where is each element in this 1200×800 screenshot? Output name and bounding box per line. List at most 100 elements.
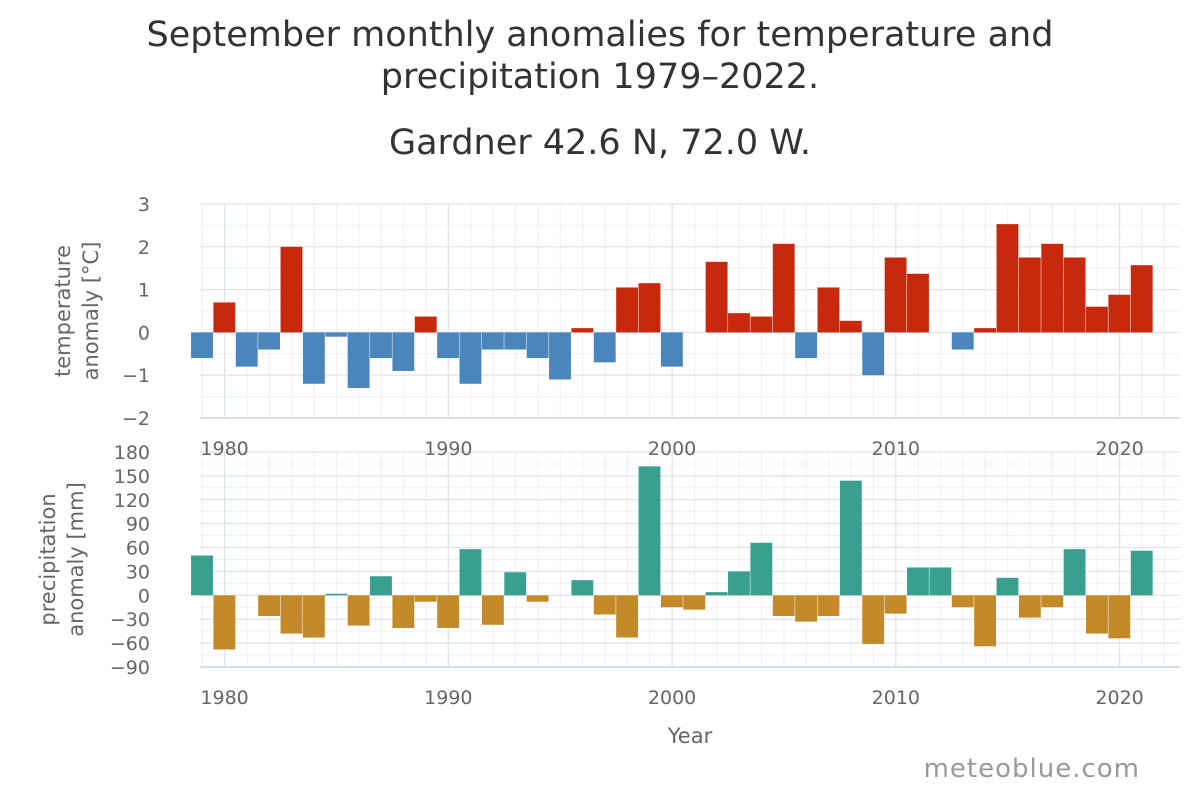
temperature-bar-1991: [459, 332, 482, 384]
precipitation-bar-2021: [1130, 550, 1153, 596]
temperature-bar-1998: [616, 287, 639, 333]
temperature-bar-2009: [862, 332, 885, 376]
y-tick-label: −2: [122, 408, 150, 430]
precipitation-bar-2010: [884, 595, 907, 614]
precipitation-bar-2009: [862, 595, 885, 644]
y-axis-title-line1: temperature: [51, 245, 75, 377]
chart-title-line2: precipitation 1979–2022.: [380, 57, 820, 97]
y-axis-title: precipitation anomaly [mm]: [36, 482, 88, 637]
y-tick-label: 150: [114, 466, 150, 488]
x-tick-label: 2020: [1095, 438, 1143, 460]
y-tick-label: 0: [138, 322, 150, 344]
chart-title-line1: September monthly anomalies for temperat…: [146, 15, 1054, 55]
temperature-bar-1992: [481, 332, 504, 350]
temperature-bar-2006: [795, 332, 818, 359]
y-tick-label: 180: [114, 442, 150, 464]
precipitation-bar-1980: [213, 595, 236, 650]
x-axis-title: Year: [667, 724, 713, 748]
x-tick-label: 2020: [1095, 687, 1143, 709]
y-axis-title-line2: anomaly [°C]: [79, 242, 103, 381]
temperature-bar-2010: [884, 257, 907, 333]
temperature-bar-2000: [660, 332, 683, 367]
x-tick-label: 2010: [872, 438, 920, 460]
precipitation-bar-1984: [302, 595, 325, 638]
precipitation-bar-1994: [526, 595, 549, 602]
precipitation-bar-2003: [728, 571, 750, 596]
precipitation-bar-2015: [996, 577, 1019, 596]
precipitation-bar-1985: [325, 593, 348, 596]
temperature-bar-2016: [1018, 257, 1041, 333]
temperature-bar-1990: [437, 332, 460, 359]
temperature-bar-2008: [839, 320, 862, 333]
precipitation-bar-1990: [437, 595, 460, 628]
precipitation-bar-1993: [504, 572, 527, 596]
temperature-bar-2004: [750, 316, 773, 333]
temperature-bar-1999: [638, 283, 661, 333]
x-tick-label: 1980: [200, 687, 248, 709]
temperature-bar-1982: [258, 332, 281, 350]
temperature-bar-2005: [772, 243, 795, 333]
axis-layer: [200, 417, 1180, 668]
precipitation-bar-2005: [772, 595, 795, 617]
temperature-bar-2011: [907, 273, 929, 333]
temperature-bar-1995: [549, 332, 571, 380]
precipitation-bar-1982: [258, 595, 281, 617]
precipitation-bar-1986: [347, 595, 370, 626]
precipitation-bar-2001: [683, 595, 706, 610]
temperature-bar-2018: [1063, 257, 1086, 333]
temperature-bar-1997: [593, 332, 616, 363]
temperature-bar-2021: [1130, 265, 1153, 333]
precipitation-bar-2006: [795, 595, 818, 622]
y-tick-label: 3: [138, 194, 150, 216]
temperature-bar-2002: [705, 261, 728, 333]
y-axis-title-line2: anomaly [mm]: [64, 482, 88, 637]
chart-subtitle: Gardner 42.6 N, 72.0 W.: [388, 123, 812, 163]
temperature-bar-2007: [817, 287, 840, 333]
y-axis-title: temperature anomaly [°C]: [51, 242, 103, 381]
temperature-bar-1985: [325, 332, 348, 337]
x-tick-label: 2000: [648, 687, 696, 709]
x-tick-label: 1990: [424, 438, 472, 460]
precipitation-bar-1991: [459, 549, 482, 596]
precipitation-bar-2012: [929, 567, 952, 596]
temperature-bar-1988: [392, 332, 415, 371]
y-tick-label: −60: [110, 633, 150, 655]
temperature-bar-2013: [951, 332, 974, 350]
x-tick-label: 1980: [200, 438, 248, 460]
precipitation-bar-1999: [638, 466, 661, 596]
bars-layer: [191, 224, 1153, 650]
y-tick-label: 1: [138, 280, 150, 302]
temperature-bar-1996: [571, 328, 594, 333]
credit-text: meteoblue.com: [923, 754, 1140, 784]
precipitation-bar-2013: [951, 595, 974, 608]
precipitation-bar-2008: [839, 480, 862, 596]
precipitation-bar-2014: [974, 595, 997, 647]
temperature-bar-1983: [280, 246, 303, 333]
temperature-bar-1989: [414, 316, 437, 333]
precipitation-bar-2004: [750, 542, 773, 596]
temperature-bar-2017: [1041, 243, 1064, 333]
precipitation-bar-1987: [370, 576, 392, 596]
temperature-bar-1986: [347, 332, 370, 389]
temperature-bar-1979: [191, 332, 213, 359]
temperature-bar-1993: [504, 332, 527, 350]
temperature-bar-1984: [302, 332, 325, 384]
temperature-bar-2020: [1108, 294, 1131, 333]
y-tick-label: 120: [114, 490, 150, 512]
precipitation-bar-2019: [1086, 595, 1108, 634]
precipitation-bar-2007: [817, 595, 840, 617]
precipitation-bar-2017: [1041, 595, 1064, 608]
precipitation-bar-2016: [1018, 595, 1041, 618]
x-tick-label: 1990: [424, 687, 472, 709]
temperature-bar-1980: [213, 302, 236, 333]
precipitation-bar-1998: [616, 595, 639, 638]
temperature-bar-2003: [728, 313, 750, 333]
precipitation-bar-1979: [191, 555, 213, 596]
temperature-bar-1987: [370, 332, 392, 359]
precipitation-bar-2000: [660, 595, 683, 608]
y-tick-label: 60: [126, 538, 150, 560]
temperature-bar-1994: [526, 332, 549, 359]
precipitation-bar-2002: [705, 592, 728, 596]
